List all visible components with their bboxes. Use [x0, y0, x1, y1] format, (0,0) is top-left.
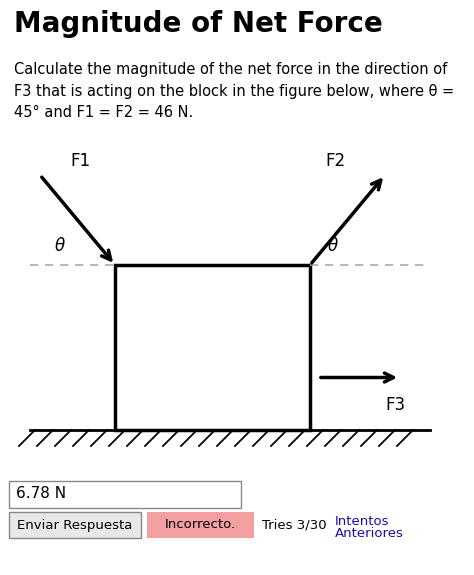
Text: Enviar Respuesta: Enviar Respuesta: [18, 519, 133, 531]
FancyBboxPatch shape: [147, 512, 254, 538]
Text: F3: F3: [385, 396, 405, 413]
Text: 6.78 N: 6.78 N: [16, 486, 66, 501]
Text: F2: F2: [325, 152, 345, 170]
Text: F1: F1: [70, 152, 90, 170]
Text: Intentos: Intentos: [335, 515, 390, 528]
Text: Tries 3/30: Tries 3/30: [262, 519, 327, 531]
Text: θ: θ: [55, 237, 65, 255]
Text: Calculate the magnitude of the net force in the direction of
F3 that is acting o: Calculate the magnitude of the net force…: [14, 62, 454, 120]
Bar: [115, 265, 310, 430]
Text: θ: θ: [328, 237, 338, 255]
Text: Anteriores: Anteriores: [335, 527, 404, 540]
FancyBboxPatch shape: [9, 481, 241, 508]
Text: Incorrecto.: Incorrecto.: [164, 519, 236, 531]
Text: Magnitude of Net Force: Magnitude of Net Force: [14, 10, 383, 38]
FancyBboxPatch shape: [9, 512, 141, 538]
